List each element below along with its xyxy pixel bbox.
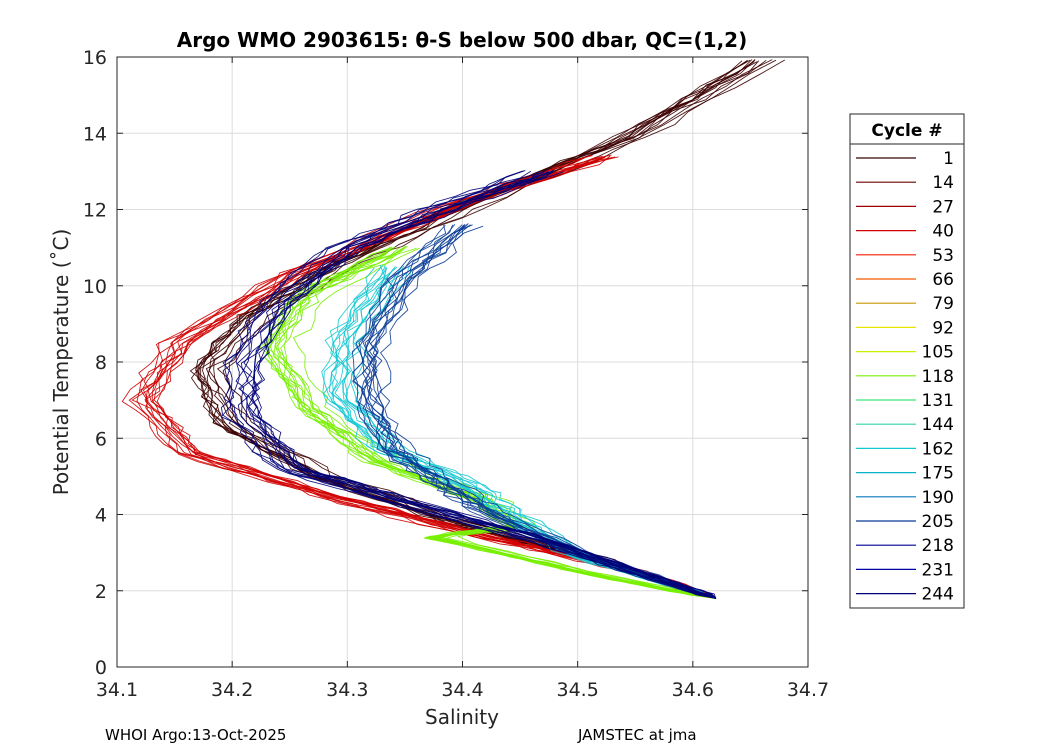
y-tick-label: 0 [95,657,107,679]
profile-line [379,225,717,599]
y-tick-label: 4 [95,505,107,527]
legend-entry-label: 1 [943,149,954,169]
x-tick-label: 34.7 [787,679,829,701]
legend-title: Cycle # [871,121,942,141]
footer-source: WHOI Argo:13-Oct-2025 [105,726,287,744]
legend-box [849,113,965,609]
profile-line [235,171,717,599]
legend-entry-label: 162 [922,439,954,459]
profile-line [368,225,717,599]
axes: 34.1 34.2 34.3 34.4 34.5 34.6 34.7 0 2 4 6 8 10 12 14 1… [83,47,829,701]
y-tick-label: 12 [83,200,107,222]
y-tick-label: 16 [83,47,107,69]
legend-entry-label: 231 [922,560,954,580]
x-axis-label: Salinity [425,705,499,729]
legend-entry-label: 53 [932,246,954,266]
profile-line [246,171,717,599]
legend: Cycle #1 14 27 40 53 66 79 92 105 118 131 144 162 175… [849,113,965,609]
x-tick-label: 34.3 [326,679,368,701]
profile-line [223,170,716,599]
y-tick-label: 8 [95,352,107,374]
y-tick-label: 10 [83,276,107,298]
legend-entry-label: 14 [932,173,954,193]
x-tick-label: 34.6 [672,679,714,701]
legend-entry-label: 175 [922,464,954,484]
legend-entry-label: 40 [932,222,954,242]
profile-line [229,170,717,599]
y-tick-label: 2 [95,581,107,603]
x-tick-label: 34.5 [557,679,599,701]
legend-entry-label: 144 [922,415,954,435]
profile-line [220,170,717,599]
legend-entry-label: 79 [932,294,954,314]
series-244 [220,169,717,599]
x-tick-label: 34.2 [211,679,253,701]
profile-line [220,169,716,599]
data-layer [121,59,786,599]
profile-line [372,224,717,599]
profile-line [269,246,716,599]
profile-line [248,172,717,599]
y-tick-label: 6 [95,428,107,450]
legend-entry-label: 66 [932,270,954,290]
legend-entry-label: 190 [922,488,954,508]
x-tick-label: 34.4 [441,679,483,701]
legend-entry-label: 205 [922,512,954,532]
profile-line [145,155,717,599]
legend-entry-label: 92 [932,318,954,338]
legend-entry-label: 218 [922,536,954,556]
legend-entry-label: 105 [922,343,954,363]
legend-entry-label: 27 [932,197,954,217]
legend-entry-label: 244 [922,585,954,605]
footer-credit: JAMSTEC at jma [578,726,697,744]
profile-line [239,169,717,599]
x-tick-label: 34.1 [96,679,138,701]
y-axis-label: Potential Temperature (˚C) [49,229,73,496]
y-tick-label: 14 [83,123,107,145]
legend-entry-label: 118 [922,367,954,387]
chart-title: Argo WMO 2903615: θ-S below 500 dbar, QC… [177,28,747,52]
legend-entry-label: 131 [922,391,954,411]
profile-line [251,170,717,599]
profile-line [365,224,717,599]
